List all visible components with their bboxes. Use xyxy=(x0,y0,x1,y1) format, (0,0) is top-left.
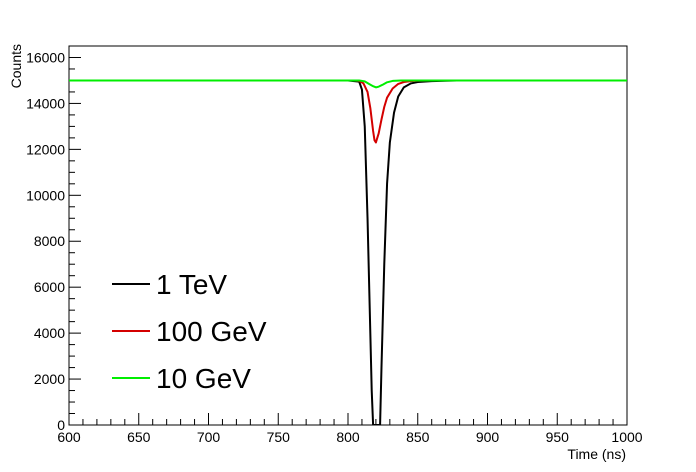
legend-label: 1 TeV xyxy=(156,269,227,300)
x-tick-label: 750 xyxy=(267,429,291,445)
y-tick-label: 6000 xyxy=(34,279,65,295)
y-tick-label: 0 xyxy=(57,417,65,433)
x-tick-label: 650 xyxy=(127,429,151,445)
x-tick-label: 800 xyxy=(336,429,360,445)
axis-titles: Time (ns) Counts xyxy=(8,44,626,462)
y-tick-label: 4000 xyxy=(34,325,65,341)
plot-border xyxy=(68,45,628,426)
legend-label: 100 GeV xyxy=(156,316,267,347)
y-axis-title: Counts xyxy=(8,44,24,88)
series-layer xyxy=(69,79,627,425)
y-tick-label: 16000 xyxy=(26,49,65,65)
x-tick-label: 700 xyxy=(197,429,221,445)
y-tick-label: 12000 xyxy=(26,141,65,157)
y-tick-label: 14000 xyxy=(26,95,65,111)
x-tick-label: 1000 xyxy=(611,429,642,445)
y-axis: 0 2000 4000 6000 8000 10000 12000 14000 16000 xyxy=(26,45,81,433)
x-tick-label: 850 xyxy=(406,429,430,445)
series-line-3 xyxy=(69,79,627,89)
x-axis: 600 650 700 750 800 850 900 950 1000 xyxy=(57,413,643,445)
series-line-1 xyxy=(69,79,457,425)
legend: 1 TeV 100 GeV 10 GeV xyxy=(112,269,267,394)
y-tick-label: 10000 xyxy=(26,187,65,203)
x-axis-title: Time (ns) xyxy=(567,446,626,462)
x-tick-label: 600 xyxy=(57,429,81,445)
x-tick-label: 950 xyxy=(546,429,570,445)
y-tick-label: 8000 xyxy=(34,233,65,249)
series-line-2 xyxy=(69,79,627,144)
legend-label: 10 GeV xyxy=(156,363,251,394)
x-tick-label: 900 xyxy=(476,429,500,445)
plot-frame xyxy=(68,45,628,426)
y-tick-label: 2000 xyxy=(34,371,65,387)
